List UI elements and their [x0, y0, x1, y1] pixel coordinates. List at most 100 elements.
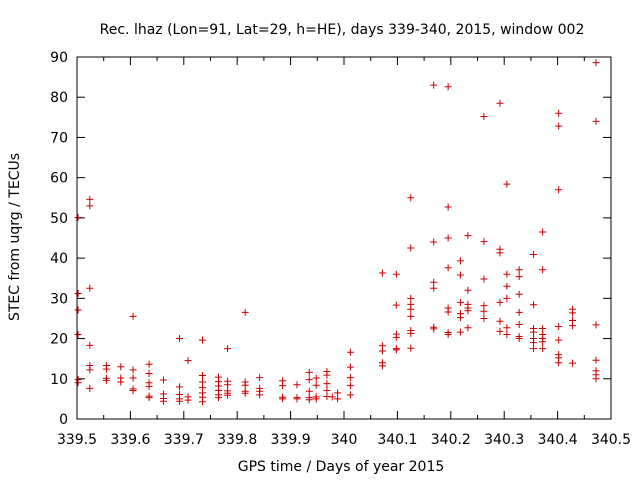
data-point: [515, 266, 523, 274]
data-point: [215, 394, 223, 402]
data-point: [256, 374, 264, 382]
data-point: [293, 381, 301, 389]
data-point: [496, 317, 504, 325]
data-point: [74, 306, 82, 314]
y-tick-label: 90: [50, 50, 68, 66]
data-point: [456, 271, 464, 279]
x-tick-label: 340: [331, 432, 358, 448]
data-point: [241, 381, 249, 389]
data-point: [444, 234, 452, 242]
y-tick-label: 10: [50, 372, 68, 388]
data-point: [86, 284, 94, 292]
data-point: [346, 348, 354, 356]
data-point: [530, 328, 538, 336]
x-tick-label: 340.4: [538, 432, 578, 448]
data-point: [74, 213, 82, 221]
data-point: [407, 312, 415, 320]
data-point: [555, 186, 563, 194]
data-point: [346, 391, 354, 399]
data-point: [392, 270, 400, 278]
data-point: [530, 301, 538, 309]
data-point: [241, 389, 249, 397]
data-point: [480, 113, 488, 121]
data-point: [86, 195, 94, 203]
data-point: [430, 238, 438, 246]
data-point: [496, 249, 504, 257]
data-point: [530, 345, 538, 353]
data-point: [74, 379, 82, 387]
data-point: [592, 117, 600, 125]
data-point: [456, 257, 464, 265]
data-point: [86, 384, 94, 392]
data-point: [224, 391, 232, 399]
data-point: [346, 382, 354, 390]
data-point: [102, 376, 110, 384]
y-axis-label: STEC from uqrg / TECUs: [7, 153, 23, 321]
data-point: [86, 202, 94, 210]
data-point: [198, 398, 206, 406]
data-point: [503, 324, 511, 332]
data-point: [480, 314, 488, 322]
data-point: [328, 393, 336, 401]
data-point: [480, 275, 488, 283]
data-point: [323, 371, 331, 379]
data-point: [241, 308, 249, 316]
data-point: [555, 109, 563, 117]
data-point: [496, 99, 504, 107]
data-point: [539, 325, 547, 332]
data-point: [515, 320, 523, 328]
data-point: [334, 389, 342, 397]
data-point: [480, 307, 488, 315]
data-point: [407, 244, 415, 252]
data-point: [555, 122, 563, 130]
data-point: [430, 81, 438, 89]
data-point: [530, 339, 538, 347]
data-point: [176, 397, 184, 405]
data-point: [592, 321, 600, 329]
data-point: [176, 383, 184, 391]
chart-title: Rec. lhaz (Lon=91, Lat=29, h=HE), days 3…: [100, 22, 585, 38]
data-point: [444, 308, 452, 316]
data-point: [346, 363, 354, 371]
data-point: [444, 331, 452, 339]
data-point: [117, 363, 125, 371]
data-point: [480, 238, 488, 246]
data-point: [515, 335, 523, 343]
data-point: [102, 365, 110, 373]
data-point: [503, 331, 511, 339]
data-point: [539, 228, 547, 236]
data-point: [305, 396, 313, 404]
data-point: [569, 309, 577, 317]
data-point: [407, 294, 415, 302]
data-point: [198, 336, 206, 344]
x-tick-label: 340.2: [431, 432, 471, 448]
data-point: [430, 278, 438, 286]
data-point: [160, 397, 168, 405]
x-tick-label: 340.1: [377, 432, 417, 448]
data-point: [323, 386, 331, 394]
data-points: [74, 59, 600, 406]
data-point: [407, 329, 415, 337]
data-point: [407, 305, 415, 313]
x-tick-label: 340.3: [484, 432, 524, 448]
data-point: [515, 308, 523, 316]
data-point: [279, 395, 287, 403]
plot-frame: [76, 56, 612, 420]
data-point: [464, 286, 472, 294]
x-tick-label: 339.9: [271, 432, 311, 448]
data-point: [392, 301, 400, 309]
data-point: [407, 344, 415, 352]
x-tick-label: 339.5: [57, 432, 97, 448]
y-tick-label: 60: [50, 171, 68, 187]
y-tick-label: 40: [50, 251, 68, 267]
data-point: [555, 336, 563, 344]
data-point: [378, 269, 386, 277]
data-point: [378, 362, 386, 370]
data-point: [129, 374, 137, 382]
data-point: [279, 382, 287, 390]
data-point: [430, 284, 438, 292]
y-tick-label: 20: [50, 332, 68, 348]
data-point: [496, 327, 504, 335]
data-point: [145, 382, 153, 390]
